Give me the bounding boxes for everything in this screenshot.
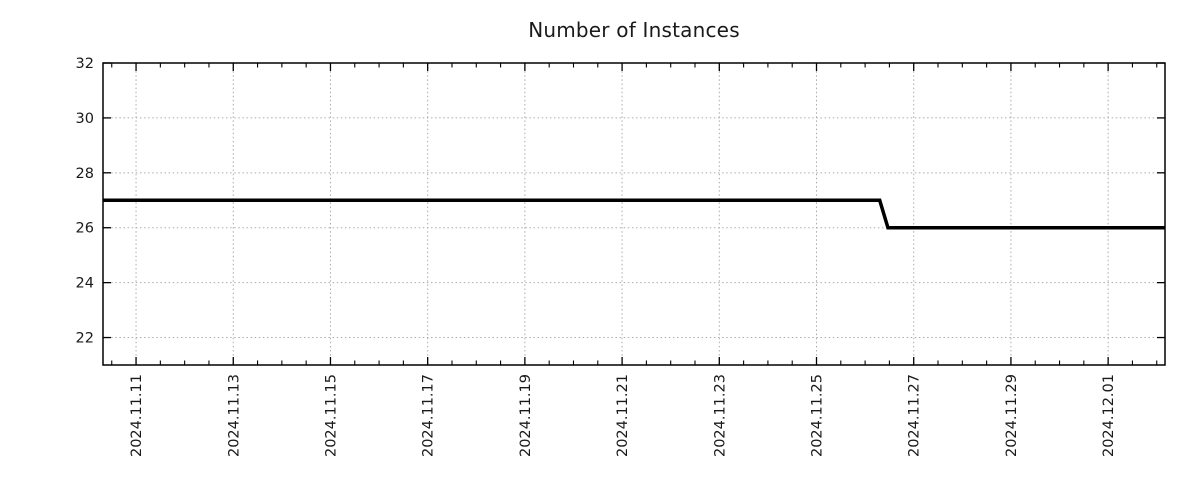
x-tick-label: 2024.11.23 — [712, 374, 728, 457]
chart-title: Number of Instances — [528, 18, 740, 42]
x-tick-label: 2024.11.13 — [226, 374, 242, 457]
y-tick-label: 30 — [76, 111, 94, 127]
series-line-instances — [103, 198, 1165, 230]
x-tick-label: 2024.11.21 — [615, 374, 631, 457]
x-tick-label: 2024.11.15 — [323, 374, 339, 457]
y-tick-label: 32 — [76, 56, 94, 72]
x-tick-label: 2024.11.27 — [907, 374, 923, 457]
y-tick-label: 28 — [76, 166, 94, 182]
plot-border — [102, 62, 1166, 366]
y-tick-label: 22 — [76, 331, 94, 347]
y-tick-label: 24 — [76, 276, 94, 292]
x-tick-label: 2024.11.25 — [810, 374, 826, 457]
x-tick-label: 2024.12.01 — [1101, 374, 1117, 457]
y-tick-label: 26 — [76, 221, 94, 237]
x-tick-label: 2024.11.17 — [421, 374, 437, 457]
x-tick-label: 2024.11.29 — [1004, 374, 1020, 457]
x-tick-label: 2024.11.11 — [129, 374, 145, 457]
x-tick-label: 2024.11.19 — [518, 374, 534, 457]
